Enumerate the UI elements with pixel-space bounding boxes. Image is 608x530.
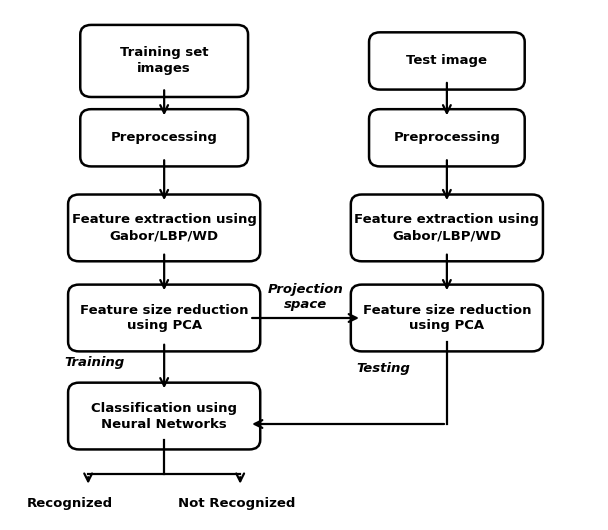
Text: Recognized: Recognized [27,497,113,510]
Text: Test image: Test image [406,55,488,67]
FancyBboxPatch shape [68,383,260,449]
FancyBboxPatch shape [351,195,543,261]
Text: Training: Training [64,356,125,369]
Text: Training set
images: Training set images [120,47,209,75]
Text: Feature extraction using
Gabor/LBP/WD: Feature extraction using Gabor/LBP/WD [72,214,257,242]
Text: Projection
space: Projection space [268,283,344,311]
Text: Classification using
Neural Networks: Classification using Neural Networks [91,402,237,430]
Text: Testing: Testing [356,362,410,375]
Text: Not Recognized: Not Recognized [178,497,296,510]
Text: Preprocessing: Preprocessing [393,131,500,144]
FancyBboxPatch shape [68,195,260,261]
FancyBboxPatch shape [351,285,543,351]
FancyBboxPatch shape [369,32,525,90]
FancyBboxPatch shape [68,285,260,351]
Text: Preprocessing: Preprocessing [111,131,218,144]
FancyBboxPatch shape [369,109,525,166]
FancyBboxPatch shape [80,25,248,97]
Text: Feature size reduction
using PCA: Feature size reduction using PCA [362,304,531,332]
Text: Feature extraction using
Gabor/LBP/WD: Feature extraction using Gabor/LBP/WD [354,214,539,242]
Text: Feature size reduction
using PCA: Feature size reduction using PCA [80,304,249,332]
FancyBboxPatch shape [80,109,248,166]
